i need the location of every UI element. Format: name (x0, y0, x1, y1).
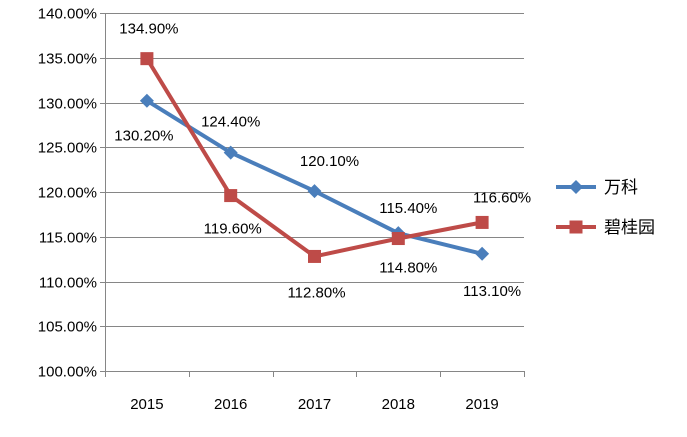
data-point-marker (139, 93, 154, 108)
y-tick-label: 135.00% (38, 51, 97, 68)
y-tick-label: 100.00% (38, 364, 97, 381)
data-label: 113.10% (463, 283, 521, 300)
y-tick-label: 110.00% (39, 275, 97, 292)
y-tick-label: 125.00% (38, 140, 97, 157)
data-point-marker (223, 145, 238, 160)
data-point-marker (308, 249, 321, 263)
data-label: 114.80% (379, 260, 437, 277)
x-tick-label: 2015 (130, 396, 163, 413)
data-label: 112.80% (287, 284, 345, 301)
x-tick-label: 2017 (298, 396, 331, 413)
data-label: 134.90% (119, 21, 178, 38)
x-tick-label: 2018 (382, 396, 415, 413)
data-point-marker (307, 184, 322, 199)
data-point-marker (391, 232, 405, 246)
y-tick-label: 140.00% (38, 6, 97, 23)
data-labels: 130.20% 124.40% 120.10% 115.40% 113.10% 134.9… (114, 21, 531, 302)
x-tick-label: 2016 (214, 396, 247, 413)
data-label: 120.10% (300, 153, 359, 170)
data-label: 130.20% (114, 128, 173, 145)
data-label: 124.40% (201, 114, 260, 131)
legend-marker (569, 180, 583, 194)
y-tick-label: 120.00% (38, 185, 97, 202)
data-label: 116.60% (473, 189, 531, 206)
legend-label: 碧桂园 (604, 218, 655, 237)
legend-label: 万科 (604, 178, 638, 197)
series-lines (139, 52, 490, 263)
y-tick-label: 105.00% (38, 319, 97, 336)
legend-marker (569, 220, 583, 234)
x-tick-label: 2019 (465, 396, 498, 413)
data-point-marker (475, 246, 490, 261)
axes: 100.00% 105.00% 110.00% 115.00% 120.00% 125.0… (38, 6, 525, 413)
data-point-marker (475, 215, 489, 229)
data-label: 115.40% (379, 200, 437, 217)
y-tick-label: 115.00% (39, 230, 97, 247)
y-tick-label: 130.00% (38, 96, 97, 113)
data-point-marker (224, 189, 238, 203)
data-point-marker (140, 52, 154, 66)
data-label: 119.60% (204, 221, 262, 238)
